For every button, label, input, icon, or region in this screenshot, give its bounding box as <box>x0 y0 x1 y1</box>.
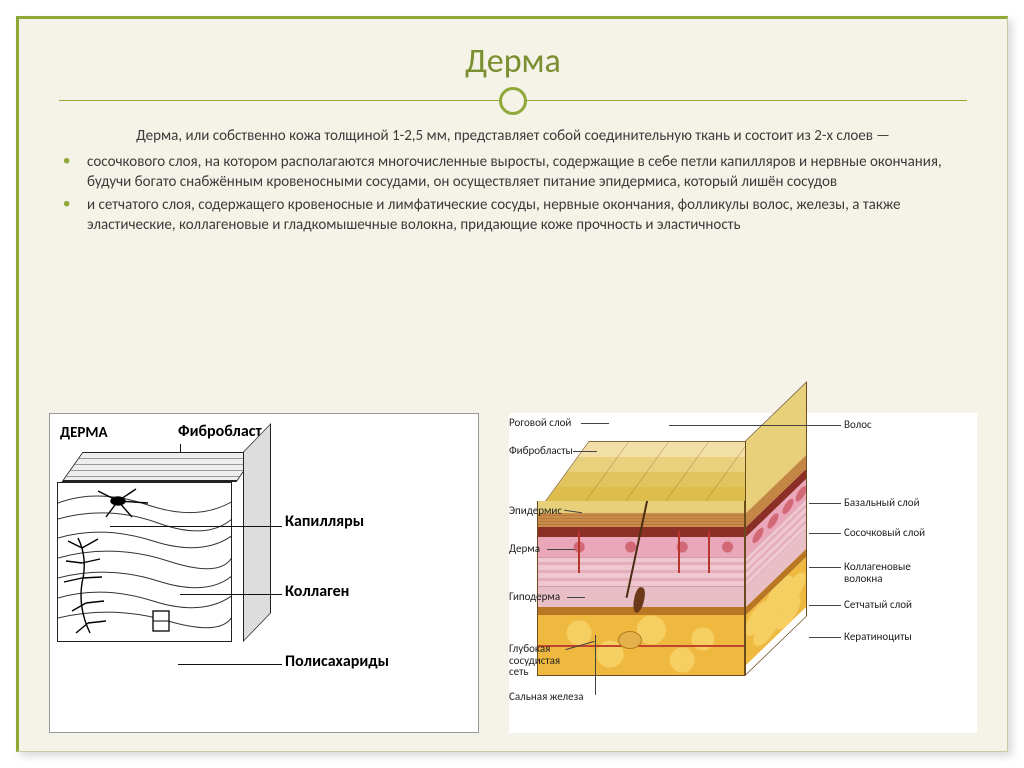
intro-text: Дерма, или собственно кожа толщиной 1-2,… <box>59 127 967 147</box>
leader-line <box>809 637 841 638</box>
cube-front <box>57 482 232 642</box>
cube-top <box>61 452 257 482</box>
bullet-item: сосочкового слоя, на котором располагают… <box>87 153 967 193</box>
capillary-icon <box>708 531 710 573</box>
label-capillaries: Капилляры <box>285 512 364 531</box>
gland-icon <box>618 631 642 649</box>
figure-skin-layers: Роговой слой Фибробласты Эпидермис Дерма… <box>509 413 977 733</box>
label-collagen-fibers: Коллагеновые волокна <box>844 561 934 584</box>
bullet-item: и сетчатого слоя, содержащего кровеносны… <box>87 196 967 236</box>
label-collagen: Коллаген <box>285 582 349 601</box>
leader-line <box>178 664 282 665</box>
leader-line <box>581 423 609 424</box>
figure-dermis-block: ДЕРМА Фибробласт <box>49 413 479 733</box>
label-keratinocytes: Кератиноциты <box>844 631 912 643</box>
label-fibroblasts: Фибробласты <box>509 445 573 457</box>
leader-line <box>567 597 585 598</box>
leader-line <box>180 594 282 595</box>
label-papillary: Сосочковый слой <box>844 527 934 539</box>
capillary-icon <box>678 531 680 573</box>
dermis-cube <box>62 474 257 654</box>
leader-line <box>110 526 282 527</box>
label-basal: Базальный слой <box>844 497 920 509</box>
label-polysaccharides: Полисахариды <box>285 652 389 671</box>
leader-line <box>809 567 841 568</box>
figures-row: ДЕРМА Фибробласт <box>49 413 977 733</box>
bullet-list: сосочкового слоя, на котором располагают… <box>59 153 967 236</box>
ridges <box>66 453 256 477</box>
cube-side <box>243 423 271 642</box>
content-area: Дерма, или собственно кожа толщиной 1-2,… <box>59 127 967 236</box>
leader-line <box>669 425 841 426</box>
leader-line <box>809 605 841 606</box>
title-block: Дерма <box>59 41 967 101</box>
leader-line <box>547 549 575 550</box>
label-dermis: Дерма <box>509 543 540 555</box>
leader-line <box>573 451 597 452</box>
title-underline <box>59 100 967 101</box>
leader-line <box>595 635 596 695</box>
title-circle-icon <box>499 87 527 115</box>
fig-left-title: ДЕРМА <box>60 424 108 442</box>
label-hypodermis: Гиподерма <box>509 591 560 603</box>
leader-line <box>809 533 841 534</box>
label-fibroblast: Фибробласт <box>178 422 262 441</box>
fibre-icon <box>58 483 232 642</box>
label-reticular: Сетчатый слой <box>844 599 912 611</box>
leader-line <box>809 503 841 504</box>
capillary-icon <box>578 531 580 573</box>
label-sebaceous: Сальная железа <box>509 691 584 703</box>
label-epidermis: Эпидермис <box>509 505 562 517</box>
slide-frame: Дерма Дерма, или собственно кожа толщино… <box>16 16 1008 752</box>
skin-block <box>537 441 837 701</box>
label-hair: Волос <box>844 419 872 431</box>
label-horny-layer: Роговой слой <box>509 417 571 429</box>
